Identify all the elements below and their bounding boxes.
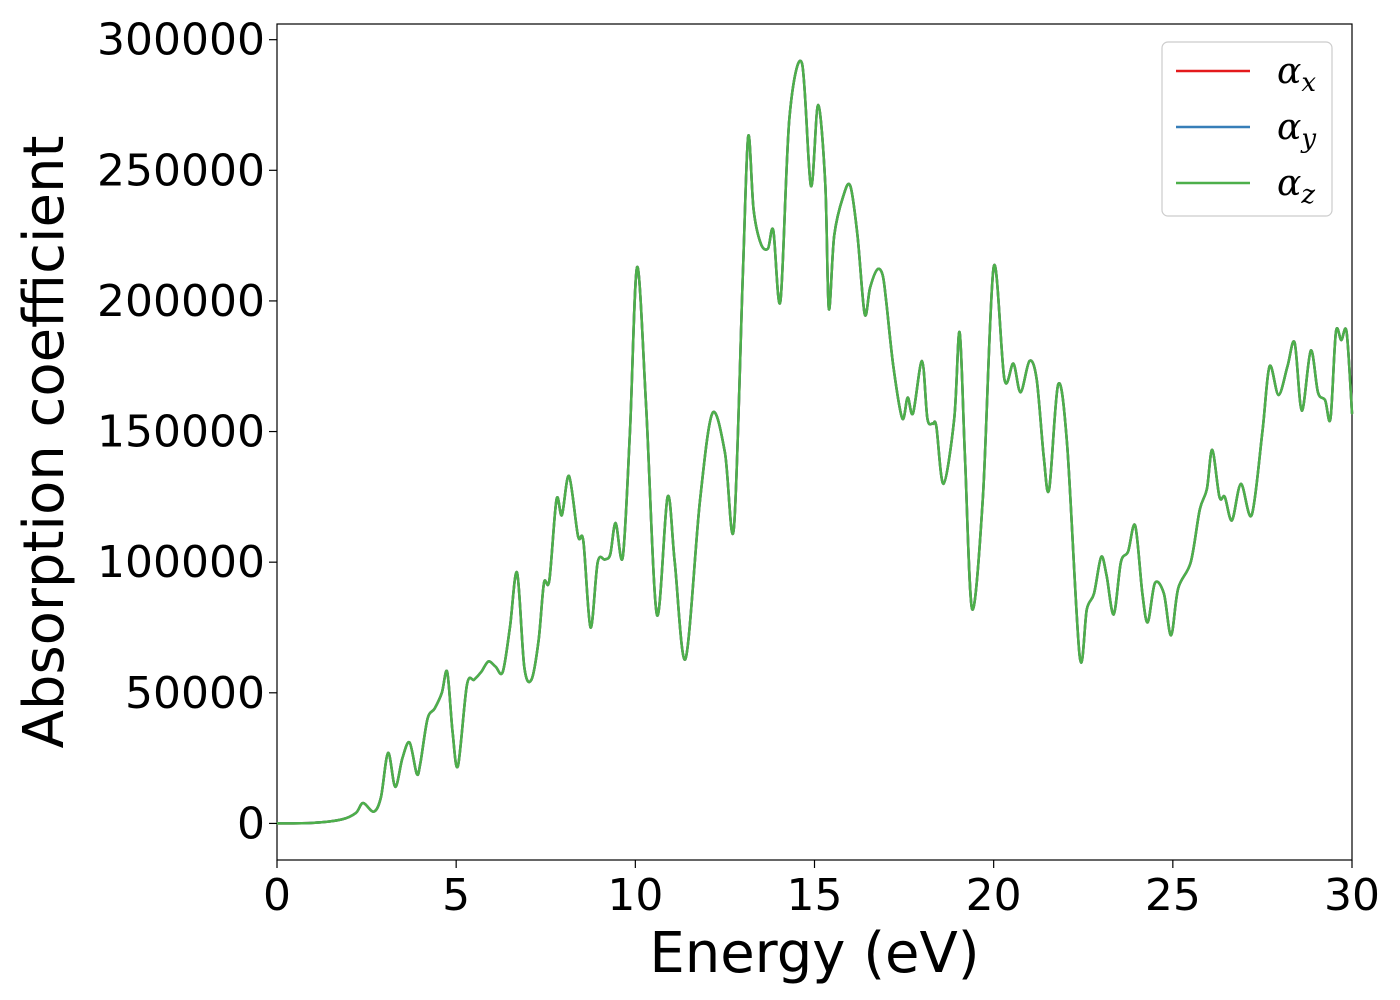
- y-tick-label: 300000: [97, 15, 265, 66]
- x-tick-label: 25: [1145, 870, 1201, 921]
- y-axis-ticks: 0 50000 100000 150000 200000 250000 300000: [97, 15, 277, 849]
- x-tick-label: 15: [787, 870, 843, 921]
- x-tick-label: 20: [966, 870, 1022, 921]
- y-tick-label: 0: [237, 798, 265, 849]
- legend-box: [1161, 41, 1333, 217]
- y-tick-label: 50000: [125, 668, 265, 719]
- legend-subscript: y: [1300, 124, 1316, 154]
- x-tick-label: 10: [607, 870, 663, 921]
- series-line-alpha-z: [275, 59, 1354, 825]
- y-tick-label: 200000: [97, 276, 265, 327]
- x-tick-label: 30: [1324, 870, 1380, 921]
- x-tick-label: 0: [263, 870, 291, 921]
- y-tick-label: 250000: [97, 145, 265, 196]
- y-tick-label: 150000: [97, 407, 265, 458]
- x-tick-label: 5: [442, 870, 470, 921]
- y-axis-label: Absorption coefficient: [12, 136, 77, 749]
- y-tick-label: 100000: [97, 537, 265, 588]
- x-axis-ticks: 0 5 10 15 20 25 30: [263, 860, 1380, 921]
- legend-subscript: z: [1300, 180, 1315, 210]
- legend-subscript: x: [1301, 68, 1316, 98]
- x-axis-label: Energy (eV): [649, 921, 979, 986]
- series-layer: [275, 59, 1354, 825]
